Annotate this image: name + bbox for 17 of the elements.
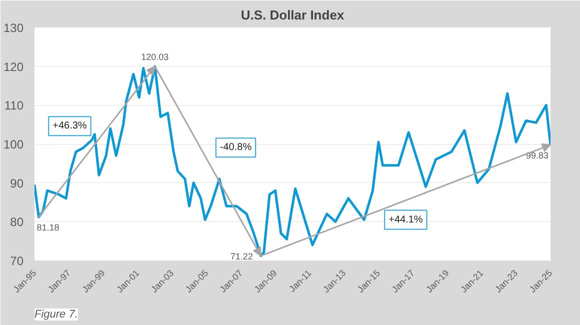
annotation: 120.03 <box>141 52 169 62</box>
y-tick-label: 110 <box>4 98 24 113</box>
annotation: 99.83 <box>526 150 549 160</box>
annotation: -40.8% <box>220 142 252 154</box>
annotation: 81.18 <box>36 222 60 233</box>
y-tick-label: 100 <box>3 138 24 152</box>
annotation: 71.22 <box>230 251 253 262</box>
y-tick-label: 120 <box>3 60 24 74</box>
line-series <box>34 65 550 258</box>
annotation: +46.3% <box>52 120 87 132</box>
y-tick-label: 130 <box>3 21 24 35</box>
y-tick-label: 90 <box>10 176 24 190</box>
caption: Figure 7. <box>34 308 78 320</box>
annotation: +44.1% <box>388 214 423 226</box>
y-tick-label: 70 <box>10 254 24 268</box>
chart-title: U.S. Dollar Index <box>240 8 345 22</box>
y-tick-label: 80 <box>10 215 24 230</box>
